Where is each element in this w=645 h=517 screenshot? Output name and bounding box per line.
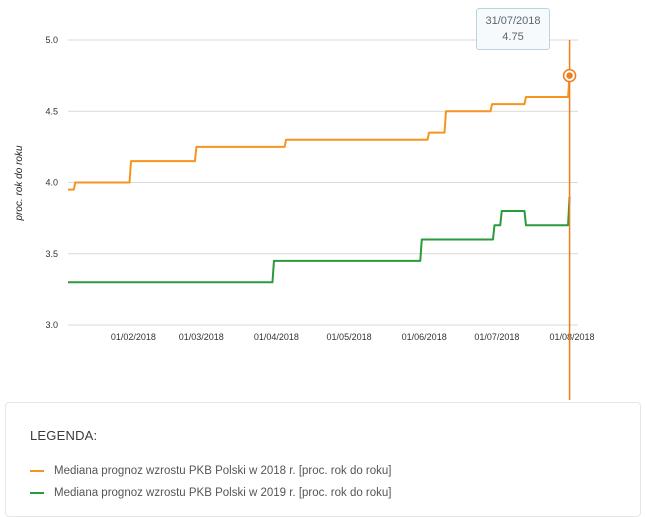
- value-tooltip: 31/07/2018 4.75: [476, 8, 550, 50]
- x-tick-label: 01/02/2018: [111, 332, 156, 342]
- x-tick-label: 01/03/2018: [179, 332, 224, 342]
- series-line-0: [68, 75, 571, 191]
- legend-title: LEGENDA:: [30, 428, 98, 443]
- x-tick-label: 01/08/2018: [549, 332, 594, 342]
- y-tick-label: 4.5: [45, 106, 58, 116]
- line-chart: 3.03.54.04.55.0 01/02/2018 01/03/2018 01/0…: [14, 35, 595, 400]
- legend-panel: LEGENDA: Mediana prognoz wzrostu PKB Pol…: [5, 402, 641, 517]
- legend-item-2018[interactable]: Mediana prognoz wzrostu PKB Polski w 201…: [30, 465, 392, 477]
- tooltip-value: 4.75: [502, 31, 524, 43]
- y-tick-label: 5.0: [45, 35, 58, 45]
- x-axis-ticks: 01/02/2018 01/03/2018 01/04/2018 01/05/2018…: [111, 332, 595, 342]
- x-tick-label: 01/06/2018: [402, 332, 447, 342]
- y-axis-title: proc. rok do roku: [14, 145, 25, 221]
- series-line-1: [68, 196, 571, 284]
- legend-item-2019[interactable]: Mediana prognoz wzrostu PKB Polski w 201…: [30, 487, 392, 499]
- y-tick-label: 3.0: [45, 320, 58, 330]
- series-lines: [68, 75, 571, 284]
- legend-swatch-2019: [30, 492, 44, 494]
- grid-lines: [68, 39, 578, 326]
- legend-label-2019: Mediana prognoz wzrostu PKB Polski w 201…: [54, 487, 392, 499]
- x-tick-label: 01/05/2018: [327, 332, 372, 342]
- cursor-marker-dot: [566, 72, 573, 79]
- y-axis-ticks: 3.0 3.5 4.0 4.5 5.0: [45, 35, 58, 330]
- y-tick-label: 4.0: [45, 178, 58, 188]
- x-tick-label: 01/07/2018: [474, 332, 519, 342]
- y-tick-label: 3.5: [45, 249, 58, 259]
- tooltip-date: 31/07/2018: [485, 15, 541, 27]
- legend-swatch-2018: [30, 470, 44, 472]
- legend-label-2018: Mediana prognoz wzrostu PKB Polski w 201…: [54, 465, 392, 477]
- hover-cursor[interactable]: [562, 40, 577, 400]
- x-tick-label: 01/04/2018: [254, 332, 299, 342]
